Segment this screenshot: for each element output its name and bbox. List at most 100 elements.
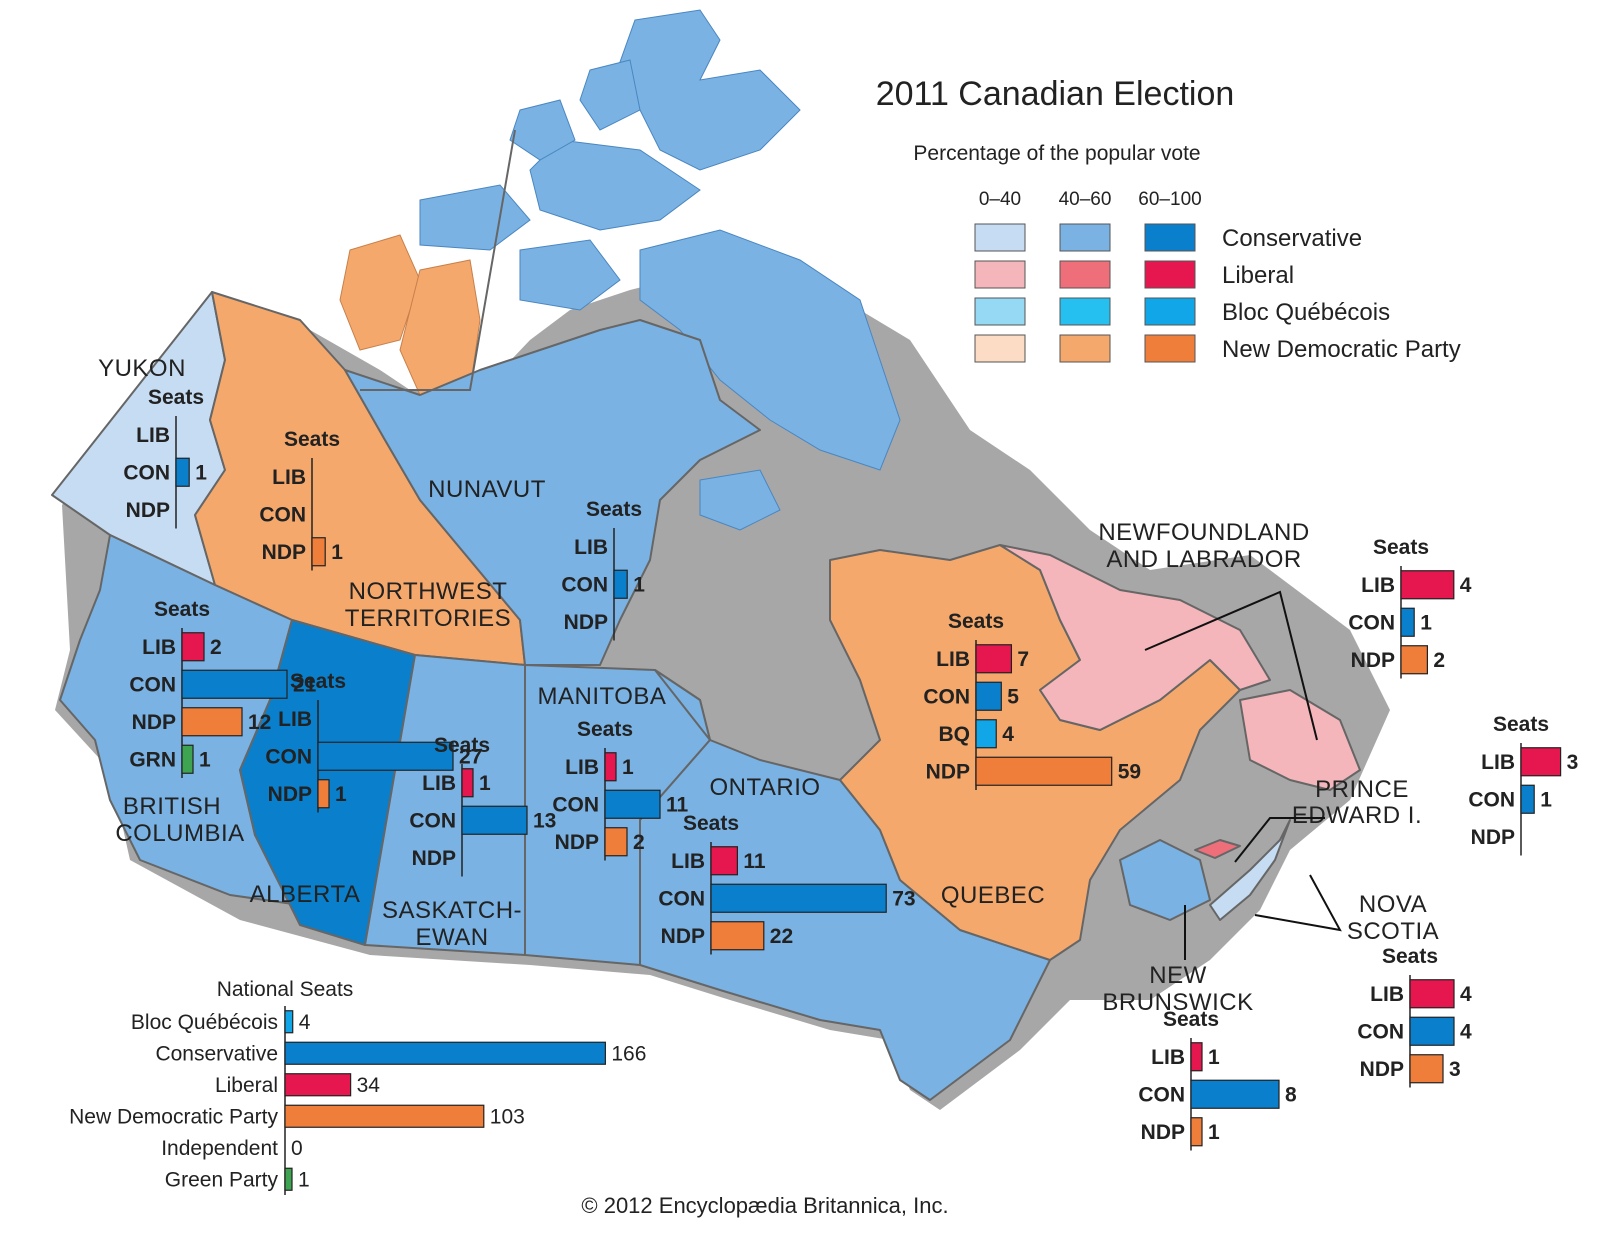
pei-value-lib: 3 [1567,751,1579,774]
saskatchewan-party-ndp: NDP [412,847,456,870]
saskatchewan-label-line2: EWAN [415,924,488,951]
nl-label-line2: AND LABRADOR [1106,546,1301,573]
legend-range-2: 60–100 [1138,189,1201,210]
nova-scotia-province [1209,819,1291,921]
prince-edward-island-province [1194,839,1241,859]
nl-party-con: CON [1348,611,1395,634]
national-bar-grn [284,1167,293,1191]
saskatchewan-label-line1: SASKATCH- [382,897,522,924]
legend-swatch [1059,260,1111,289]
nunavut-label: NUNAVUT [428,476,546,503]
manitoba-seats-heading: Seats [577,718,633,741]
national-value-lib: 34 [357,1074,381,1097]
nwt-bar-ndp [311,537,326,567]
labrador-region [999,544,1271,731]
nwt-label-line2: TERRITORIES [345,605,511,632]
legend-swatch [974,223,1026,252]
ontario-seats-heading: Seats [683,812,739,835]
manitoba-value-ndp: 2 [633,831,645,854]
nb-label-line2: BRUNSWICK [1102,989,1253,1016]
national-value-con: 166 [611,1042,646,1065]
legend-swatch [1144,223,1196,252]
national-label: Conservative [155,1042,278,1065]
ns-label-line1: NOVA [1359,891,1427,918]
nl-value-ndp: 2 [1433,649,1445,672]
legend-swatch [1144,297,1196,326]
national-bar-ndp [284,1104,485,1128]
quebec-value-bq: 4 [1002,723,1014,746]
ns-bar-con [1409,1016,1455,1046]
pei-value-con: 1 [1540,788,1552,811]
national-value-grn: 1 [298,1168,310,1191]
pei-bar-con [1520,784,1535,814]
nb-party-con: CON [1138,1083,1185,1106]
bc-party-ndp: NDP [132,711,176,734]
copyright-notice: © 2012 Encyclopædia Britannica, Inc. [581,1193,948,1218]
bc-value-con: 21 [293,673,317,696]
nwt-islands [339,234,481,396]
ns-bar-ndp [1409,1054,1444,1084]
yukon-seats-heading: Seats [148,386,204,409]
nl-leader [1144,590,1318,741]
nb-value-lib: 1 [1208,1046,1220,1069]
banks-island [339,234,421,351]
region-labels: YUKON NORTHWEST TERRITORIES NUNAVUT BRIT… [98,355,1439,1016]
leader-lines [1144,590,1342,960]
saskatchewan-value-con: 13 [533,809,556,832]
new-brunswick-province [1119,839,1211,921]
saskatchewan-value-lib: 1 [479,772,491,795]
nwt-party-con: CON [259,503,306,526]
nb-bar-lib [1190,1042,1203,1072]
ontario-bar-con [710,883,887,913]
alberta-seats-heading: Seats [290,670,346,693]
ellef-ringnes-island [509,99,576,161]
pei-label-line2: EDWARD I. [1292,802,1422,829]
alberta-party-ndp: NDP [268,783,312,806]
ontario-value-lib: 11 [743,850,766,873]
national-label: New Democratic Party [69,1105,278,1128]
quebec-value-con: 5 [1007,685,1019,708]
ns-seats-heading: Seats [1382,945,1438,968]
nunavut-value-con: 1 [633,573,645,596]
legend-heading: Percentage of the popular vote [913,142,1200,165]
alberta-bar-con [317,741,454,771]
national-seats-heading: National Seats [217,978,354,1001]
baffin-island [639,229,901,471]
nl-seat-chart: Seats LIB 4 CON 1 NDP 2 [1348,536,1472,679]
ontario-party-lib: LIB [671,850,705,873]
nb-party-ndp: NDP [1141,1121,1185,1144]
ontario-bar-ndp [710,921,765,951]
quebec-party-ndp: NDP [926,760,970,783]
nl-seats-heading: Seats [1373,536,1429,559]
legend-swatch [974,260,1026,289]
alberta-party-lib: LIB [278,708,312,731]
bc-seat-chart: Seats LIB 2 CON 21 NDP 12 GRN 1 [129,598,317,778]
quebec-label: QUEBEC [941,882,1045,909]
nunavut-seats-heading: Seats [586,498,642,521]
ontario-bar-lib [710,846,738,876]
pei-label-line1: PRINCE [1315,776,1409,803]
quebec-bar-ndp [975,756,1113,786]
yukon-bar-con [175,457,190,487]
bc-bar-ndp [181,707,243,737]
yukon-party-con: CON [123,461,170,484]
alberta-party-con: CON [265,745,312,768]
alberta-value-con: 27 [459,745,482,768]
seat-charts: Seats LIB CON 1 NDP Seats LIB CON NDP 1 Seats LIB CO… [123,386,1578,1151]
pei-seats-heading: Seats [1493,713,1549,736]
national-seats-chart: National Seats Bloc Québécois 4 Conservati… [69,978,646,1195]
legend-range-0: 0–40 [979,189,1021,210]
pei-leader [1234,817,1325,863]
saskatchewan-bar-con [461,805,528,835]
national-value-ndp: 103 [490,1105,525,1128]
national-value-bq: 4 [299,1011,311,1034]
nunavut-bar-con [613,569,628,599]
legend-swatch [1059,297,1111,326]
legend-party-label: Bloc Québécois [1222,299,1390,326]
manitoba-label: MANITOBA [538,683,667,710]
bc-party-grn: GRN [129,748,176,771]
quebec-seats-heading: Seats [948,610,1004,633]
provinces [51,291,1361,1101]
manitoba-party-ndp: NDP [555,831,599,854]
yukon-label: YUKON [98,355,186,382]
